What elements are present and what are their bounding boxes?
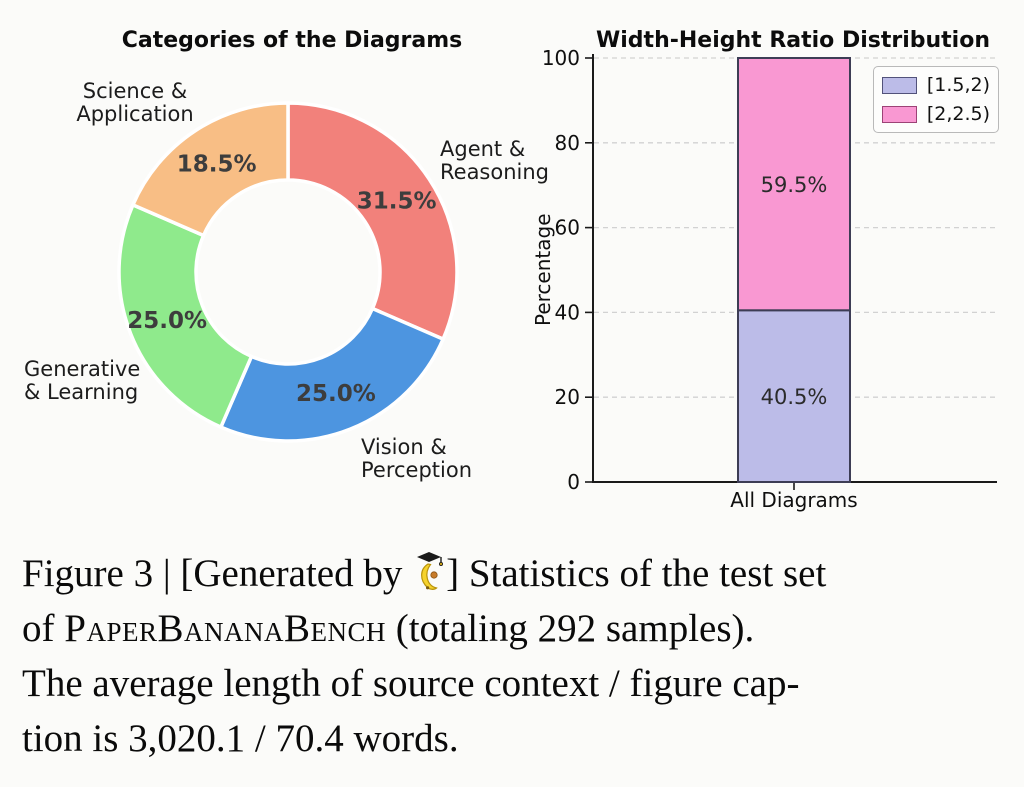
donut-pct-label: 31.5% bbox=[357, 189, 437, 215]
bar-segment-1 bbox=[737, 57, 851, 312]
y-axis-label: Percentage bbox=[531, 213, 555, 327]
donut-chart-title: Categories of the Diagrams bbox=[121, 28, 463, 53]
donut-slice-3 bbox=[131, 101, 290, 238]
y-tick-label: 40 bbox=[555, 300, 580, 324]
banana-scholar-icon bbox=[417, 552, 444, 590]
bar-segment-0 bbox=[737, 309, 851, 483]
y-tick-label: 0 bbox=[567, 470, 580, 494]
donut-slice-1 bbox=[219, 306, 445, 443]
bar-chart-title: Width-Height Ratio Distribution bbox=[596, 28, 990, 53]
caption-line-1: Figure 3 | [Generated by ] Statistics of… bbox=[22, 552, 827, 595]
slice-label-generative-learning: Generative & Learning bbox=[24, 357, 141, 404]
x-tick-label: All Diagrams bbox=[730, 488, 858, 512]
y-tick-label: 60 bbox=[555, 216, 580, 240]
legend-entry: [2,2.5) bbox=[882, 103, 990, 125]
donut-slice-2 bbox=[117, 203, 254, 429]
legend-entry: [1.5,2) bbox=[882, 74, 990, 96]
donut-pct-label: 18.5% bbox=[177, 151, 257, 177]
bar-chart-panel: Width-Height Ratio Distribution 0 20 40 60 8… bbox=[530, 0, 1024, 540]
stacked-bar-chart: 0 20 40 60 80 100 40.5% 59.5% bbox=[542, 46, 997, 494]
y-tick-label: 80 bbox=[555, 131, 580, 155]
legend: [1.5,2) [2,2.5) bbox=[873, 66, 999, 133]
slice-label-agent-reasoning: Agent & Reasoning bbox=[440, 137, 550, 184]
caption-line-2: of PaperBananaBench (totaling 292 sample… bbox=[22, 607, 755, 650]
legend-swatch-lavender bbox=[882, 76, 917, 94]
legend-swatch-pink bbox=[882, 105, 917, 123]
y-tick-label: 20 bbox=[555, 385, 580, 409]
bar-segment-label: 40.5% bbox=[761, 385, 828, 409]
donut-pct-label: 25.0% bbox=[296, 381, 376, 407]
bar-segment-label: 59.5% bbox=[761, 173, 828, 197]
donut-slice-0 bbox=[286, 101, 459, 341]
caption-line-4: tion is 3,020.1 / 70.4 words. bbox=[22, 717, 459, 760]
y-tick-label: 100 bbox=[542, 46, 580, 70]
figure-caption: Figure 3 | [Generated by ] Statistics of… bbox=[22, 546, 1014, 766]
legend-label: [2,2.5) bbox=[926, 103, 990, 125]
legend-label: [1.5,2) bbox=[926, 74, 990, 96]
benchmark-name: PaperBananaBench bbox=[64, 607, 386, 650]
donut-chart: 31.5% 25.0% 25.0% 18.5% bbox=[117, 101, 459, 443]
donut-chart-panel: Categories of the Diagrams 31.5% 25.0% 25.… bbox=[0, 0, 549, 540]
caption-line-3: The average length of source context / f… bbox=[22, 662, 800, 705]
slice-label-science-application: Science & Application bbox=[76, 79, 194, 126]
slice-label-vision-perception: Vision & Perception bbox=[361, 435, 473, 482]
donut-pct-label: 25.0% bbox=[127, 308, 207, 334]
